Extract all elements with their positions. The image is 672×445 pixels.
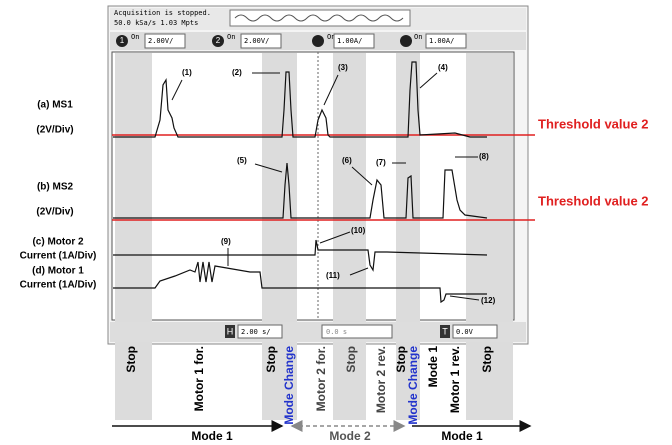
ch-state: On xyxy=(414,33,422,41)
figure: Acquisition is stopped. 50.0 kSa/s 1.03 … xyxy=(0,0,672,445)
trigger-key: T xyxy=(442,326,448,336)
phase: Mode Change xyxy=(406,346,420,425)
ch-state: On xyxy=(131,33,139,41)
phase: Stop xyxy=(344,346,358,373)
marker: (8) xyxy=(479,152,489,161)
signal-name: (c) Motor 2 xyxy=(32,237,84,248)
signal-name: (a) MS1 xyxy=(37,100,73,111)
marker: (9) xyxy=(221,237,231,246)
mode-label: Mode 1 xyxy=(441,429,483,443)
ch-icon xyxy=(400,35,412,47)
marker: (7) xyxy=(376,158,386,167)
phase: Motor 1 rev. xyxy=(448,346,462,413)
threshold-label: Threshold value 2 xyxy=(538,193,649,208)
phases: Stop Motor 1 for. Stop Mode Change Motor… xyxy=(124,346,494,425)
signal-name: (b) MS2 xyxy=(37,182,74,193)
marker: (2) xyxy=(232,68,242,77)
ch-state: On xyxy=(227,33,235,41)
timebase: 2.00 s/ xyxy=(241,328,271,336)
marker: (5) xyxy=(237,156,247,165)
ch-number: 2 xyxy=(216,36,221,45)
threshold-label: Threshold value 2 xyxy=(538,116,649,131)
marker: (10) xyxy=(351,226,366,235)
signal-scale: Current (1A/Div) xyxy=(20,280,97,291)
phase: Mode Change xyxy=(282,346,296,425)
marker: (11) xyxy=(326,271,340,280)
ch-scale: 1.00A/ xyxy=(429,37,454,45)
status: Acquisition is stopped. xyxy=(114,9,211,17)
ch-icon xyxy=(312,35,324,47)
phase: Stop xyxy=(124,346,138,373)
screen xyxy=(112,52,514,320)
ch-scale: 2.00V/ xyxy=(244,37,269,45)
phase: Stop xyxy=(480,346,494,373)
ch-scale: 2.00V/ xyxy=(148,37,173,45)
phase: Motor 1 for. xyxy=(192,346,206,411)
ch-scale: 1.00A/ xyxy=(337,37,362,45)
ch-number: 1 xyxy=(120,36,125,45)
overview xyxy=(230,10,410,26)
phase: Mode 1 xyxy=(426,346,440,388)
phase: Motor 2 rev. xyxy=(374,346,388,413)
marker: (1) xyxy=(182,68,192,77)
signal-scale: (2V/Div) xyxy=(36,207,73,218)
mode-label: Mode 2 xyxy=(329,429,371,443)
timebase-key: H xyxy=(227,326,234,336)
marker: (12) xyxy=(481,296,496,305)
delay: 0.0 s xyxy=(326,328,347,336)
phase: Motor 2 for. xyxy=(314,346,328,411)
signal-scale: (2V/Div) xyxy=(36,125,73,136)
phase: Stop xyxy=(264,346,278,373)
marker: (4) xyxy=(438,63,448,72)
signal-labels: (a) MS1 (2V/Div) (b) MS2 (2V/Div) (c) Mo… xyxy=(20,100,97,291)
signal-scale: Current (1A/Div) xyxy=(20,251,97,262)
signal-name: (d) Motor 1 xyxy=(32,266,84,277)
rate: 50.0 kSa/s 1.03 Mpts xyxy=(114,19,198,27)
marker: (6) xyxy=(342,156,352,165)
marker: (3) xyxy=(338,63,348,72)
trigger-level: 0.0V xyxy=(456,328,474,336)
mode-label: Mode 1 xyxy=(191,429,233,443)
